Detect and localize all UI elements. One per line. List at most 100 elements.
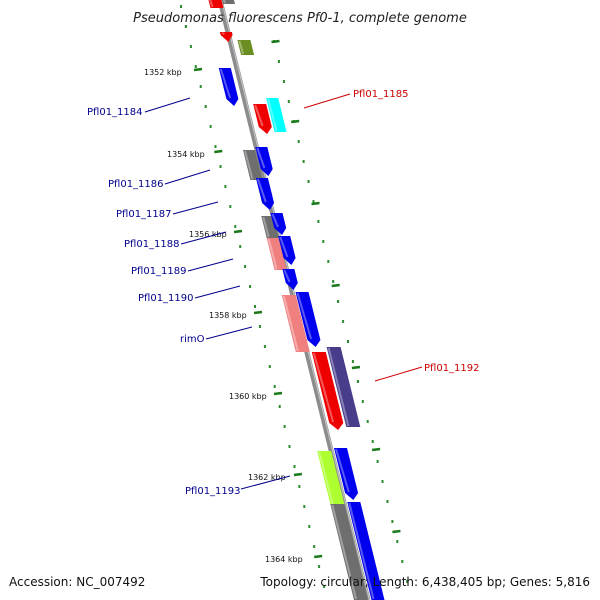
guide-dot [180, 5, 182, 8]
guide-dot [282, 80, 285, 83]
leader-line [374, 366, 423, 382]
leader-line [187, 258, 234, 272]
guide-dot [308, 525, 311, 528]
guide-dot [288, 445, 291, 448]
gene-highlight [283, 269, 291, 283]
tick-label: 1364 kbp [265, 555, 303, 564]
gene-feature [270, 213, 287, 235]
gene-feature [282, 269, 298, 290]
guide-dot [318, 565, 321, 568]
guide-dot [342, 320, 345, 323]
tick-label: 1360 kbp [229, 392, 267, 401]
tick-label: 1356 kbp [189, 230, 227, 239]
guide-dot [366, 420, 369, 423]
gene-labels: Pfl01_1184 Pfl01_1185 Pfl01_1186 Pfl01_1… [87, 89, 480, 497]
gene-feature [347, 502, 385, 600]
guide-dot [254, 305, 256, 308]
guide-dot [239, 245, 242, 248]
gene-label: Pfl01_1186 [108, 179, 164, 190]
guide-dot [293, 465, 296, 468]
gene-feature [237, 40, 255, 55]
guide-dot [204, 105, 207, 108]
guide-dot [396, 540, 399, 543]
scale-tick-labels: 1352 kbp 1354 kbp 1356 kbp 1358 kbp 1360… [144, 68, 303, 564]
leader-line [144, 97, 191, 113]
guide-dot [297, 140, 300, 143]
gene-highlight [279, 236, 289, 258]
scale-tick [392, 529, 401, 534]
gene-feature [255, 178, 275, 210]
guide-dot [258, 325, 261, 328]
scale-tick [311, 201, 320, 206]
guide-dot [351, 360, 354, 363]
gene-highlight [222, 0, 226, 4]
guide-dot [268, 365, 271, 368]
gene-highlight [318, 451, 334, 505]
gene-feature [266, 238, 287, 270]
gene-label: Pfl01_1188 [124, 239, 180, 250]
gene-feature [330, 504, 368, 600]
scale-tick [214, 149, 223, 154]
guide-dot [229, 205, 232, 208]
genome-summary-text: Topology: circular; Length: 6,438,405 bp… [259, 575, 590, 589]
guide-dot [302, 160, 305, 163]
gene-feature [222, 0, 235, 4]
gene-highlight [312, 352, 335, 423]
gene-feature [255, 147, 273, 176]
gene-features [208, 0, 385, 600]
leader-line [240, 475, 291, 490]
gene-highlight [221, 32, 225, 35]
guide-dot [184, 25, 187, 28]
gene-feature [219, 32, 233, 42]
scale-tick [291, 119, 300, 124]
guide-dot [194, 65, 197, 68]
guide-dot [323, 585, 326, 588]
gene-highlight [254, 104, 264, 127]
scale-tick [314, 554, 323, 559]
label-leader-lines [144, 93, 423, 490]
gene-highlight [219, 68, 232, 99]
gene-label: Pfl01_1189 [131, 266, 187, 277]
guide-dot [337, 300, 340, 303]
guide-dot [386, 500, 389, 503]
accession-text: Accession: NC_007492 [9, 575, 145, 589]
tick-label: 1362 kbp [248, 473, 286, 482]
guide-dot [406, 580, 409, 583]
guide-dot [376, 460, 379, 463]
leader-line [180, 231, 227, 245]
guide-dot [371, 440, 374, 443]
gene-highlight [267, 98, 278, 132]
gene-label: Pfl01_1184 [87, 107, 143, 118]
guide-dot [263, 345, 266, 348]
guide-dot [298, 485, 301, 488]
gene-highlight [282, 295, 299, 352]
leader-line [303, 93, 351, 109]
gene-feature [317, 451, 345, 505]
guide-dot [381, 480, 384, 483]
guide-dot [287, 100, 290, 103]
scale-tick [351, 365, 361, 370]
gene-label: Pfl01_1190 [138, 293, 194, 304]
page-title: Pseudomonas fluorescens Pf0-1, complete … [133, 11, 467, 26]
gene-feature [208, 0, 224, 8]
gene-highlight [256, 178, 267, 203]
gene-feature [281, 295, 310, 352]
guide-dot [209, 125, 212, 128]
guide-dot [312, 200, 315, 203]
guide-dot [249, 285, 252, 288]
guide-dot [307, 180, 310, 183]
scale-tick [233, 229, 243, 234]
scale-ticks [193, 39, 401, 559]
scale-tick [371, 447, 381, 452]
leader-line [194, 285, 241, 299]
tick-label: 1354 kbp [167, 150, 205, 159]
gene-highlight [244, 150, 254, 180]
guide-dot [234, 225, 237, 228]
guide-dot [189, 45, 192, 48]
scale-tick [331, 283, 340, 288]
gene-label: Pfl01_1185 [353, 89, 409, 100]
gene-highlight [238, 40, 245, 55]
gene-label: Pfl01_1192 [424, 363, 480, 374]
gene-highlight [262, 216, 270, 238]
